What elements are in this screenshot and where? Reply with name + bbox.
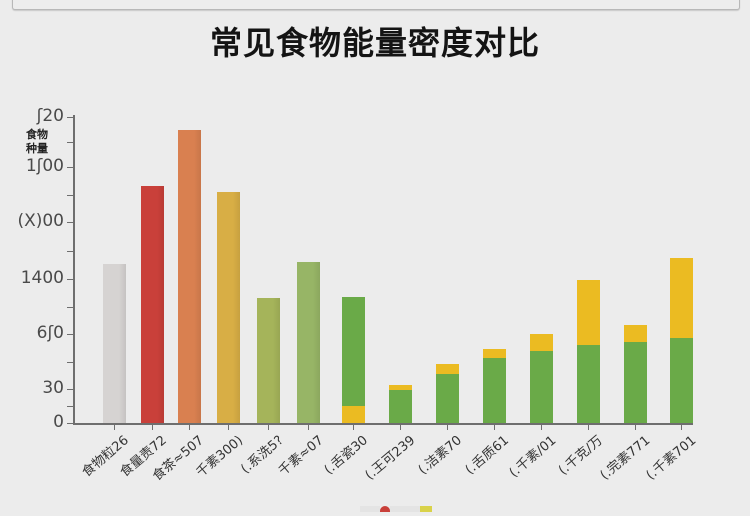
y-axis [73, 115, 75, 424]
y-tick-label: 1ʃ00 [25, 156, 64, 176]
bar-segment-base [670, 338, 693, 423]
bar [178, 130, 201, 423]
bar-segment-base [436, 374, 459, 423]
bar-segment-top [436, 364, 459, 374]
y-minor-tick [67, 142, 75, 143]
x-tick [447, 424, 448, 430]
bar [389, 385, 412, 423]
bar-segment-top [670, 258, 693, 338]
legend-strip [360, 497, 460, 512]
x-tick [635, 424, 636, 430]
bar [141, 186, 164, 423]
bar [530, 334, 553, 423]
bar-segment-base [483, 358, 506, 423]
y-tick [67, 117, 75, 118]
y-tick-label: ʃ20 [36, 106, 64, 126]
bar-segment-main [342, 297, 365, 406]
y-axis-title-line2: 种量 [26, 142, 48, 155]
x-tick-label: (.王可239 [362, 433, 419, 484]
bar [103, 264, 126, 423]
y-minor-tick [67, 406, 75, 407]
y-tick-label: (X)00 [17, 211, 64, 231]
x-tick-label: (.千素701 [643, 433, 700, 484]
x-tick [353, 424, 354, 430]
y-tick [67, 389, 75, 390]
bar-segment-top [624, 325, 647, 342]
x-tick [588, 424, 589, 430]
chart-plot-area: 食物 种量 0 30 6ʃ0 1400 (X)00 1ʃ00 ʃ20 食物粒26 食量责72 食茶… [17, 106, 700, 484]
bar [217, 192, 240, 423]
y-tick-label: 0 [53, 412, 64, 432]
bar-segment-top [530, 334, 553, 351]
x-tick-label: (.舌质61 [462, 433, 513, 478]
bar [436, 364, 459, 423]
x-tick [189, 424, 190, 430]
bar [670, 258, 693, 423]
y-axis-title-line1: 食物 [26, 128, 48, 141]
bar [624, 325, 647, 423]
y-tick [67, 279, 75, 280]
x-tick [681, 424, 682, 430]
y-tick-label: 1400 [20, 268, 64, 288]
y-tick-label: 6ʃ0 [36, 323, 64, 343]
y-minor-tick [67, 251, 75, 252]
bar-segment-base [577, 345, 600, 423]
bar [483, 349, 506, 423]
y-tick [67, 167, 75, 168]
x-axis [73, 423, 693, 425]
y-axis-title: 食物 种量 [26, 128, 48, 156]
x-tick-label: (.千素/01 [506, 433, 560, 481]
y-minor-tick [67, 195, 75, 196]
bar-segment-top [483, 349, 506, 358]
x-tick [228, 424, 229, 430]
bar-segment-base [624, 342, 647, 423]
bar-segment-base [389, 390, 412, 423]
x-tick [152, 424, 153, 430]
y-minor-tick [67, 307, 75, 308]
x-tick [268, 424, 269, 430]
x-tick-label: (.洁素70 [415, 433, 466, 478]
x-tick [308, 424, 309, 430]
x-tick [400, 424, 401, 430]
x-tick [541, 424, 542, 430]
y-tick-label: 30 [42, 378, 64, 398]
x-tick-label: (.完素771 [597, 433, 654, 484]
y-tick [67, 334, 75, 335]
bar [577, 280, 600, 423]
bar-segment-top [389, 385, 412, 390]
bar [342, 297, 365, 423]
x-tick [494, 424, 495, 430]
bar-segment-top [577, 280, 600, 345]
top-frame [12, 0, 740, 10]
x-tick [114, 424, 115, 430]
y-tick [67, 222, 75, 223]
bar [297, 262, 320, 423]
y-minor-tick [67, 362, 75, 363]
y-tick [67, 423, 75, 424]
bar [257, 298, 280, 423]
bar-segment-base [530, 351, 553, 423]
chart-title: 常见食物能量密度对比 [209, 24, 540, 62]
bar-segment-accent [342, 406, 365, 423]
